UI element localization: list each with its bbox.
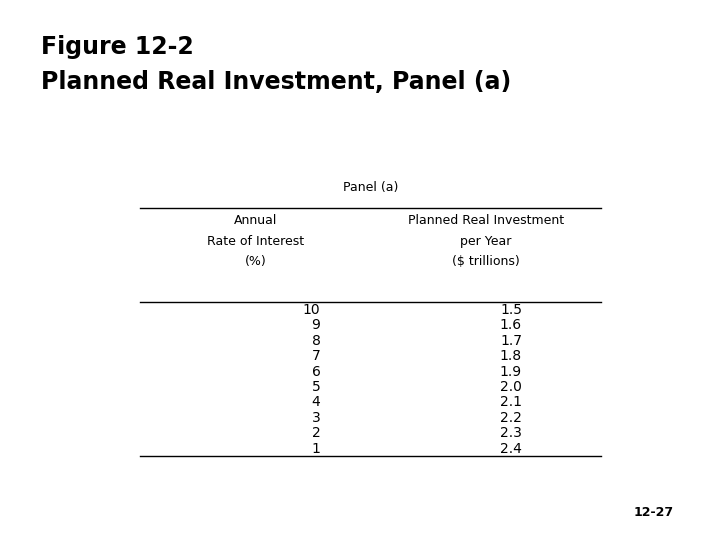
Text: Planned Real Investment, Panel (a): Planned Real Investment, Panel (a) <box>41 70 511 94</box>
Text: 1.9: 1.9 <box>500 364 522 379</box>
Text: 2: 2 <box>312 426 320 440</box>
Text: Planned Real Investment: Planned Real Investment <box>408 214 564 227</box>
Text: Panel (a): Panel (a) <box>343 181 398 194</box>
Text: 2.4: 2.4 <box>500 442 522 456</box>
Text: 5: 5 <box>312 380 320 394</box>
Text: 9: 9 <box>312 319 320 333</box>
Text: Annual: Annual <box>234 214 277 227</box>
Text: 4: 4 <box>312 395 320 409</box>
Text: 1: 1 <box>312 442 320 456</box>
Text: 12-27: 12-27 <box>633 507 673 519</box>
Text: Figure 12-2: Figure 12-2 <box>41 35 194 59</box>
Text: ($ trillions): ($ trillions) <box>452 255 520 268</box>
Text: 6: 6 <box>312 364 320 379</box>
Text: 2.0: 2.0 <box>500 380 522 394</box>
Text: 2.2: 2.2 <box>500 411 522 425</box>
Text: 1.8: 1.8 <box>500 349 522 363</box>
Text: 2.1: 2.1 <box>500 395 522 409</box>
Text: 1.7: 1.7 <box>500 334 522 348</box>
Text: 1.6: 1.6 <box>500 319 522 333</box>
Text: 1.5: 1.5 <box>500 303 522 317</box>
Text: 10: 10 <box>303 303 320 317</box>
Text: per Year: per Year <box>460 235 512 248</box>
Text: 7: 7 <box>312 349 320 363</box>
Text: 8: 8 <box>312 334 320 348</box>
Text: 3: 3 <box>312 411 320 425</box>
Text: Rate of Interest: Rate of Interest <box>207 235 304 248</box>
Text: 2.3: 2.3 <box>500 426 522 440</box>
Text: (%): (%) <box>245 255 266 268</box>
